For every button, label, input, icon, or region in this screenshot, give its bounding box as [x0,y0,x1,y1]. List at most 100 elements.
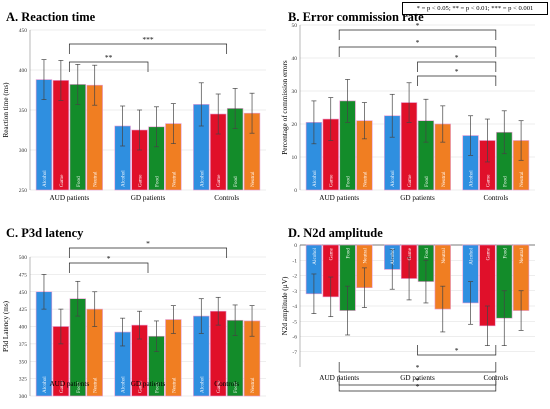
bar-label-alcohol: Alcohol [121,170,127,187]
bar-label-alcohol: Alcohol [469,170,475,187]
bar-label-alcohol: Alcohol [199,376,205,393]
bar-label-food: Food [424,248,430,259]
significance-bracket [68,43,228,54]
bar-label-food: Food [346,176,352,187]
bar-label-neutral: Neutral [93,171,99,187]
y-tick-label: 325 [19,377,28,383]
group-label: GD patients [131,380,166,388]
y-tick-label: -3 [292,289,297,295]
chart-panel-1: A. Reaction time 250 300 350 400 450 Reaction … [2,10,266,202]
bar-label-food: Food [502,248,508,259]
y-tick-label: 300 [19,394,28,400]
y-tick-label: 400 [19,325,28,331]
y-tick-label: -1 [292,258,297,264]
y-tick-label: 250 [19,188,28,194]
bar-label-neutral: Neutral [441,171,447,187]
bar-label-game: Game [329,174,335,187]
bar-label-alcohol: Alcohol [390,247,396,264]
significance-bracket [68,61,149,72]
bar-label-game: Game [216,174,222,187]
bar-label-neutral: Neutral [362,171,368,187]
bar-label-food: Food [233,176,239,187]
bar-label-game: Game [485,247,491,260]
y-tick-label: -5 [292,319,297,325]
bar-label-food: Food [76,176,82,187]
group-label: GD patients [400,374,435,382]
y-tick-label: 20 [292,122,298,128]
bar-label-food: Food [502,176,508,187]
bar-label-alcohol: Alcohol [390,170,396,187]
chart-title: B. Error commission rate [288,10,424,24]
significance-label: * [146,239,150,248]
y-tick-label: 500 [19,255,28,261]
y-tick-label: 10 [292,155,298,161]
bar-label-alcohol: Alcohol [42,376,48,393]
y-tick-label: -4 [292,304,297,310]
bar-label-game: Game [407,247,413,260]
significance-label: * [416,382,420,391]
significance-bracket [417,75,497,86]
significance-bracket [68,247,228,258]
y-tick-label: 300 [19,148,28,154]
y-tick-label: 50 [292,23,298,29]
bar-label-neutral: Neutral [171,171,177,187]
chart-panel-4: D. N2d amplitude 0 -1 -2 -3 -4 -5 -6 -7 N2d ampli… [281,226,535,392]
significance-label: * [107,254,111,263]
bar-label-alcohol: Alcohol [121,376,127,393]
y-tick-label: 350 [19,108,28,114]
y-tick-label: 475 [19,272,28,278]
y-tick-label: 450 [19,28,28,34]
bar-label-neutral: Neutral [250,377,256,393]
group-label: AUD patients [49,380,89,388]
y-tick-label: 350 [19,359,28,365]
chart-panel-3: C. P3d latency 300 325 350 375 400 425 450 475 50… [2,226,266,400]
bar-label-game: Game [59,174,65,187]
y-axis-label: N2d amplitude (µV) [281,276,289,335]
bar-label-neutral: Neutral [250,171,256,187]
group-label: Controls [214,194,239,202]
chart-title: A. Reaction time [6,10,96,24]
significance-label: * [416,21,420,30]
bar-label-neutral: Neutral [441,247,447,263]
y-tick-label: -6 [292,335,297,341]
bar-label-game: Game [485,174,491,187]
significance-bracket [338,46,497,57]
significance-bracket [338,381,497,392]
bar-label-alcohol: Alcohol [42,170,48,187]
y-tick-label: -2 [292,274,297,280]
group-label: AUD patients [49,194,89,202]
bar-label-game: Game [216,380,222,393]
significance-label: * [416,363,420,372]
significance-label: *** [142,35,154,44]
chart-panel-2: B. Error commission rate 0 10 20 30 40 50 Perce… [281,10,535,202]
bar-label-game: Game [138,174,144,187]
significance-bracket [417,61,497,72]
y-tick-label: 400 [19,68,28,74]
group-label: GD patients [131,194,166,202]
bar-label-neutral: Neutral [171,377,177,393]
significance-bracket [338,362,497,373]
bar-label-neutral: Neutral [519,171,525,187]
bar-label-neutral: Neutral [362,247,368,263]
bar-label-game: Game [407,174,413,187]
significance-label: * [416,38,420,47]
bar-label-neutral: Neutral [519,247,525,263]
bar-label-food: Food [154,176,160,187]
group-label: AUD patients [319,194,359,202]
y-tick-label: 30 [292,89,298,95]
bar-label-game: Game [59,380,65,393]
y-tick-label: 375 [19,342,28,348]
significance-label: * [416,376,420,385]
bar-label-food: Food [154,382,160,393]
group-label: Controls [214,380,239,388]
chart-title: C. P3d latency [6,226,84,240]
y-axis-label: P3d Latency (ms) [2,300,10,352]
y-tick-label: 425 [19,307,28,313]
significance-label: * [455,53,459,62]
y-axis-label: Percentage of commission errors [281,60,289,155]
y-tick-label: 0 [294,188,297,194]
significance-legend: * = p < 0.05; ** = p < 0.01; *** = p < 0… [402,2,548,15]
group-label: Controls [483,194,508,202]
bar-label-alcohol: Alcohol [199,170,205,187]
bar-label-neutral: Neutral [93,377,99,393]
